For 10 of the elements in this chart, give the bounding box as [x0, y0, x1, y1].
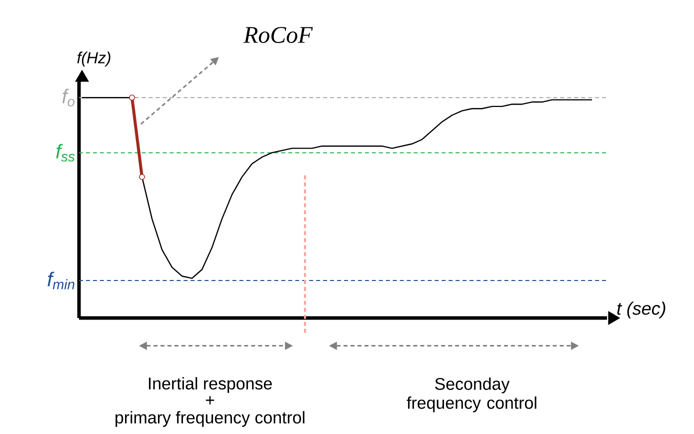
text: RoCoF — [243, 26, 313, 44]
text: Seconday frequency control — [406, 378, 536, 412]
ref-line-label: f$_{o}$ — [62, 88, 75, 106]
text: + — [206, 396, 214, 404]
text: Inertial response — [148, 377, 272, 393]
text: primary frequency control — [116, 411, 304, 427]
ref-line-label: f$_{min}$ — [48, 272, 74, 290]
ref-line-label: f$_{ss}$ — [56, 144, 75, 162]
x-axis-title: t (sec) — [617, 302, 666, 318]
y-axis-title: f(Hz) — [77, 52, 110, 66]
